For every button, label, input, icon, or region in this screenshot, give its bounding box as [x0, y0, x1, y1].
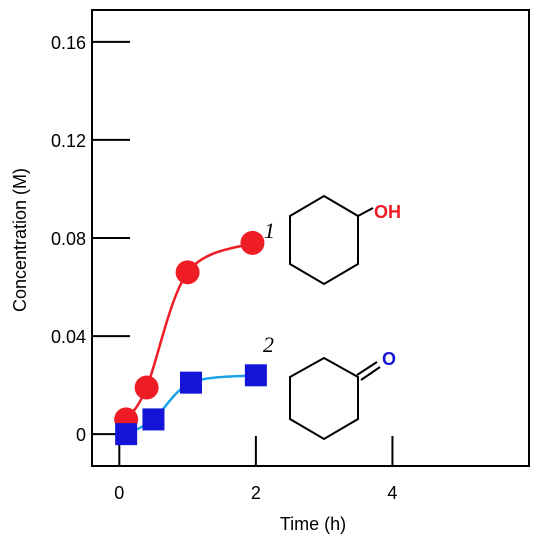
carbonyl-oxygen-label: O: [382, 349, 396, 369]
y-tick-label: 0.08: [51, 229, 86, 249]
series-1-point: [134, 375, 159, 400]
series-1: [114, 230, 265, 432]
y-tick-label: 0.04: [51, 327, 86, 347]
series-2-point: [244, 364, 267, 387]
plot-frame: [91, 9, 530, 467]
series-2-point: [115, 423, 138, 446]
x-tick-label: 2: [251, 483, 261, 503]
series-2-point: [180, 371, 203, 394]
series-2-label: 2: [263, 332, 274, 357]
series-layer: [114, 230, 267, 446]
series-2-point: [142, 408, 165, 431]
y-tick-label: 0: [76, 425, 86, 445]
series-1-point: [240, 230, 265, 255]
y-tick-label: 0.16: [51, 33, 86, 53]
y-axis-ticks: 0 0.04 0.08 0.12 0.16: [51, 33, 130, 445]
carbonyl-bond-2: [360, 366, 381, 381]
series-1-line: [125, 241, 253, 421]
series-2-line: [125, 374, 257, 436]
series-1-point: [175, 260, 200, 285]
cyclohexanol-structure: OH: [289, 194, 401, 286]
x-tick-label: 0: [114, 483, 124, 503]
cyclohexanone-structure: O: [289, 349, 396, 441]
cyclohexanone-ring: [289, 356, 359, 441]
x-axis-ticks: 0 2 4: [114, 436, 397, 503]
x-axis-title: Time (h): [280, 514, 346, 534]
y-tick-label: 0.12: [51, 131, 86, 151]
hydroxyl-group-label: OH: [374, 202, 401, 222]
x-tick-label: 4: [387, 483, 397, 503]
cyclohexanol-ring: [289, 194, 359, 286]
carbonyl-bond-1: [356, 361, 378, 376]
cyclohexanol-bond: [357, 207, 374, 217]
series-1-label: 1: [264, 218, 275, 243]
y-axis-title: Concentration (M): [10, 168, 30, 312]
series-2: [115, 364, 267, 446]
